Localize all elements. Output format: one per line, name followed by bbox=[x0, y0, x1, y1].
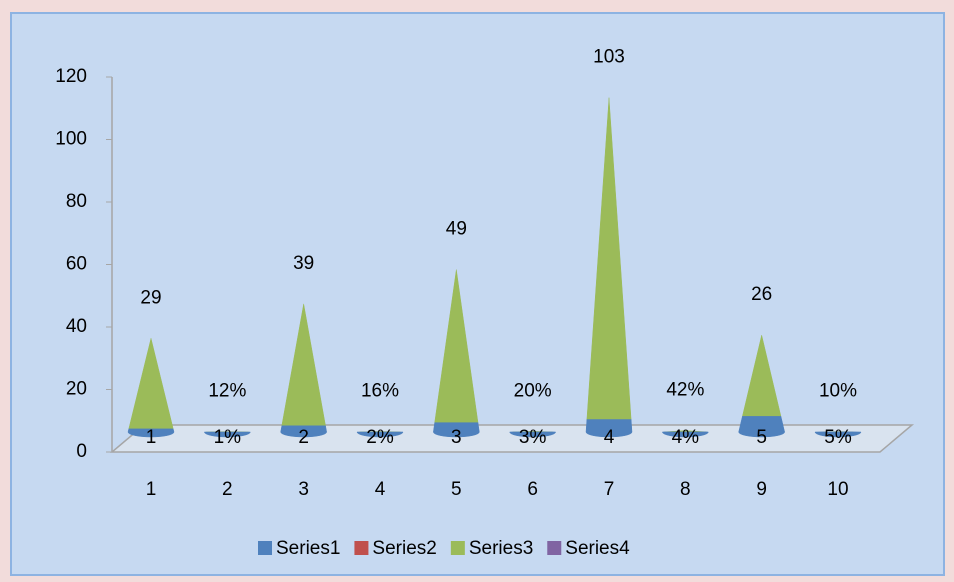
data-label: 1 bbox=[146, 427, 157, 448]
data-label: 4 bbox=[604, 427, 615, 448]
data-label: 3 bbox=[451, 427, 462, 448]
data-label: 29 bbox=[140, 287, 161, 308]
data-label: 12% bbox=[208, 381, 246, 402]
cone-segment bbox=[662, 431, 709, 438]
data-label: 3% bbox=[519, 427, 547, 448]
x-tick-label: 8 bbox=[680, 479, 691, 500]
legend-swatch bbox=[354, 541, 369, 555]
data-label: 42% bbox=[666, 380, 704, 401]
y-tick-label: 120 bbox=[55, 66, 87, 87]
cone-segment bbox=[738, 416, 785, 438]
y-tick-label: 60 bbox=[66, 254, 87, 275]
legend-label: Series3 bbox=[469, 538, 533, 559]
x-tick-label: 4 bbox=[375, 479, 386, 500]
y-tick-label: 20 bbox=[66, 379, 87, 400]
data-label: 10% bbox=[819, 381, 857, 402]
cone-segment bbox=[814, 431, 862, 438]
data-label: 49 bbox=[446, 219, 467, 240]
legend-label: Series4 bbox=[565, 538, 630, 559]
legend-label: Series1 bbox=[276, 538, 340, 559]
y-tick-label: 0 bbox=[76, 441, 87, 462]
y-tick-label: 40 bbox=[66, 316, 87, 337]
cone-segment bbox=[509, 431, 556, 438]
cone-segment bbox=[280, 425, 327, 438]
legend-swatch bbox=[258, 541, 272, 555]
data-label: 2 bbox=[298, 427, 309, 448]
data-label: 20% bbox=[514, 380, 552, 401]
cone-segment bbox=[204, 431, 251, 438]
data-label: 103 bbox=[593, 47, 625, 68]
x-tick-label: 3 bbox=[298, 479, 309, 500]
data-label: 26 bbox=[751, 284, 772, 305]
x-tick-label: 9 bbox=[756, 479, 767, 500]
legend-swatch bbox=[547, 541, 562, 555]
x-tick-label: 1 bbox=[146, 479, 157, 500]
data-label: 5% bbox=[824, 427, 852, 448]
cone-segment bbox=[433, 422, 480, 438]
data-label: 39 bbox=[293, 253, 314, 274]
data-label: 1% bbox=[214, 427, 242, 448]
data-label: 16% bbox=[361, 380, 399, 401]
cone-segment bbox=[585, 419, 633, 438]
x-tick-label: 7 bbox=[604, 479, 615, 500]
x-tick-label: 5 bbox=[451, 479, 462, 500]
x-tick-label: 6 bbox=[527, 479, 538, 500]
y-tick-label: 80 bbox=[66, 191, 87, 212]
cone-segment bbox=[127, 428, 175, 438]
x-tick-label: 2 bbox=[222, 479, 233, 500]
data-label: 4% bbox=[672, 427, 700, 448]
data-label: 5 bbox=[756, 427, 767, 448]
cone-segment bbox=[356, 431, 404, 438]
x-tick-label: 10 bbox=[827, 479, 848, 500]
legend-swatch bbox=[450, 541, 465, 555]
y-tick-label: 100 bbox=[55, 129, 87, 150]
data-label: 2% bbox=[366, 427, 394, 448]
legend-label: Series2 bbox=[372, 538, 436, 559]
chart-area bbox=[10, 12, 945, 576]
